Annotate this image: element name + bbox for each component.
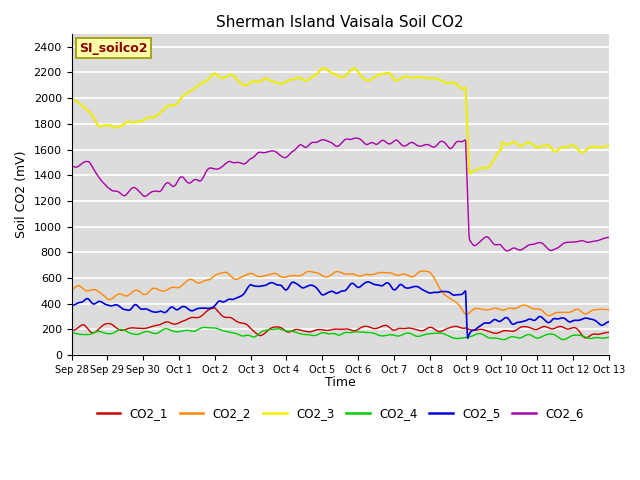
Title: Sherman Island Vaisala Soil CO2: Sherman Island Vaisala Soil CO2 [216, 15, 464, 30]
Legend: CO2_1, CO2_2, CO2_3, CO2_4, CO2_5, CO2_6: CO2_1, CO2_2, CO2_3, CO2_4, CO2_5, CO2_6 [92, 403, 589, 425]
X-axis label: Time: Time [325, 376, 356, 389]
Y-axis label: Soil CO2 (mV): Soil CO2 (mV) [15, 151, 28, 238]
Text: SI_soilco2: SI_soilco2 [79, 42, 148, 55]
